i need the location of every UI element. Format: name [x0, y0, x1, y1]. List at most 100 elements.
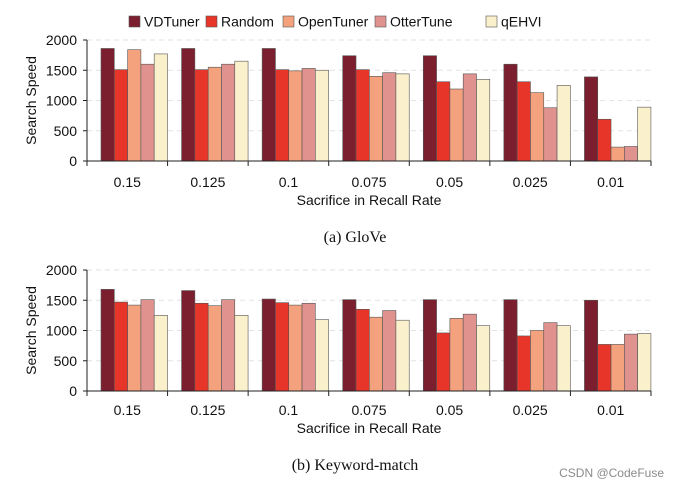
chart-1-y-tick-label: 1000 — [46, 323, 77, 339]
chart-0-x-tick-label: 0.01 — [597, 174, 624, 190]
chart-0-bar-opentuner-0-15 — [127, 49, 142, 162]
chart-1-x-tick-label: 0.1 — [279, 402, 299, 418]
legend-label-opentuner: OpenTuner — [298, 14, 369, 30]
chart-1-bar-ottertune-0-01 — [624, 333, 638, 392]
chart-1-bar-qehvi-0-075 — [395, 319, 410, 392]
chart-0-y-tick-label: 1500 — [46, 62, 77, 78]
chart-0-bar-random-0-05 — [436, 81, 451, 162]
chart-0-x-tick-label: 0.125 — [190, 174, 225, 190]
chart-1-bar-qehvi-0-15 — [153, 315, 168, 392]
legend-label-ottertune: OtterTune — [390, 14, 453, 30]
chart-1-y-tick-label: 2000 — [46, 262, 77, 278]
legend-swatch-opentuner — [282, 15, 295, 28]
chart-1-bar-random-0-05 — [436, 332, 451, 392]
chart-0-bar-qehvi-0-1 — [315, 69, 329, 162]
chart-0-bar-opentuner-0-125 — [207, 66, 222, 162]
chart-1-bar-vdtuner-0-125 — [181, 290, 196, 392]
chart-0-bar-vdtuner-0-075 — [342, 55, 357, 162]
chart-0-bar-opentuner-0-075 — [369, 76, 383, 162]
chart-keyword-match: 0 500 1000 1500 2000 0.15 0.125 0.1 0.075 0.05 0.0… — [23, 262, 652, 474]
chart-0-y-tick-label: 2000 — [46, 32, 77, 48]
legend-label-vdtuner: VDTuner — [144, 14, 200, 30]
chart-0-x-axis-label: Sacrifice in Recall Rate — [297, 192, 442, 208]
chart-1-bar-random-0-025 — [516, 335, 531, 392]
legend-label-random: Random — [221, 14, 274, 30]
chart-0-bar-qehvi-0-125 — [234, 60, 249, 162]
legend-swatch-vdtuner — [128, 15, 141, 28]
chart-1-y-tick-label: 0 — [69, 383, 77, 399]
chart-0-bar-qehvi-0-075 — [395, 73, 410, 162]
chart-1-bar-opentuner-0-01 — [610, 344, 625, 392]
chart-1-x-tick-label: 0.075 — [351, 402, 386, 418]
chart-1-bar-vdtuner-0-05 — [422, 299, 437, 392]
chart-1-bar-qehvi-0-01 — [637, 333, 652, 392]
legend-swatch-random — [205, 15, 218, 28]
chart-1-bar-ottertune-0-025 — [543, 322, 558, 392]
chart-1-x-tick-label: 0.15 — [114, 402, 141, 418]
chart-0-bar-ottertune-0-15 — [140, 63, 155, 162]
chart-0-y-tick-label: 500 — [54, 123, 78, 139]
chart-0-bar-ottertune-0-01 — [624, 146, 638, 162]
chart-0-bar-ottertune-0-075 — [382, 72, 397, 162]
chart-1-bar-opentuner-0-025 — [530, 330, 545, 392]
chart-0-bar-random-0-075 — [355, 69, 370, 162]
chart-0-y-tick-label: 1000 — [46, 93, 77, 109]
chart-0-bar-qehvi-0-15 — [153, 53, 168, 162]
chart-0-y-axis-label: Search Speed — [23, 56, 39, 145]
chart-1-bar-random-0-15 — [114, 301, 128, 392]
chart-1-bar-ottertune-0-1 — [301, 302, 316, 392]
chart-0-bar-random-0-15 — [114, 69, 128, 162]
chart-0-bar-vdtuner-0-1 — [261, 48, 276, 162]
chart-0-bar-opentuner-0-025 — [530, 92, 545, 162]
chart-1-bar-vdtuner-0-1 — [261, 298, 276, 392]
chart-1-bar-opentuner-0-15 — [127, 304, 142, 392]
chart-0-bar-opentuner-0-05 — [449, 88, 464, 162]
chart-1-y-tick-label: 1500 — [46, 292, 77, 308]
chart-0-bar-vdtuner-0-15 — [100, 48, 115, 162]
chart-1-bar-opentuner-0-1 — [288, 304, 303, 392]
chart-1-x-tick-label: 0.05 — [436, 402, 463, 418]
legend: VDTuner Random OpenTuner OtterTune qEHVI — [128, 14, 541, 30]
chart-0-bar-ottertune-0-025 — [543, 107, 558, 162]
chart-1-bar-ottertune-0-15 — [140, 299, 155, 392]
chart-0-bar-opentuner-0-1 — [288, 70, 303, 162]
chart-0-x-tick-label: 0.15 — [114, 174, 141, 190]
chart-1-x-tick-label: 0.025 — [513, 402, 548, 418]
chart-1-bar-vdtuner-0-01 — [584, 299, 599, 392]
chart-1-bar-qehvi-0-1 — [315, 319, 329, 392]
chart-1-bar-ottertune-0-075 — [382, 310, 397, 392]
chart-glove: 0 500 1000 1500 2000 0.15 0.125 0.1 0.075 0.05 0.0… — [23, 32, 652, 246]
chart-1-bar-qehvi-0-05 — [476, 325, 491, 392]
chart-0-bar-vdtuner-0-025 — [503, 63, 518, 162]
chart-0-x-tick-label: 0.075 — [351, 174, 386, 190]
chart-0-bar-random-0-01 — [597, 118, 612, 162]
chart-1-bar-random-0-125 — [194, 302, 209, 392]
chart-1-bar-opentuner-0-075 — [369, 316, 383, 392]
chart-0-bar-qehvi-0-05 — [476, 79, 491, 162]
legend-swatch-qehvi — [485, 15, 498, 28]
chart-1-x-tick-label: 0.01 — [597, 402, 624, 418]
chart-0-bar-qehvi-0-025 — [556, 85, 571, 162]
chart-1-bar-ottertune-0-125 — [221, 299, 236, 392]
legend-swatch-ottertune — [374, 15, 387, 28]
legend-label-qehvi: qEHVI — [501, 14, 541, 30]
chart-0-bar-opentuner-0-01 — [610, 146, 625, 162]
chart-1-bar-opentuner-0-125 — [207, 305, 222, 392]
chart-0-x-tick-label: 0.1 — [279, 174, 299, 190]
chart-0-bar-ottertune-0-05 — [462, 73, 477, 162]
chart-1-x-tick-label: 0.125 — [190, 402, 225, 418]
chart-0-y-tick-label: 0 — [69, 153, 77, 169]
chart-1-bar-vdtuner-0-15 — [100, 289, 115, 392]
chart-1-y-tick-label: 500 — [54, 353, 78, 369]
chart-1-y-axis-label: Search Speed — [23, 286, 39, 375]
chart-1-bar-vdtuner-0-075 — [342, 299, 357, 392]
chart-0-bar-ottertune-0-125 — [221, 63, 236, 162]
chart-0-x-tick-label: 0.025 — [513, 174, 548, 190]
chart-0-x-tick-label: 0.05 — [436, 174, 463, 190]
chart-1-bar-random-0-1 — [275, 302, 290, 392]
chart-0-bar-vdtuner-0-125 — [181, 48, 196, 162]
chart-1-caption: (b) Keyword-match — [292, 457, 419, 474]
chart-0-bar-vdtuner-0-05 — [422, 55, 437, 162]
chart-0-bar-random-0-125 — [194, 69, 209, 162]
